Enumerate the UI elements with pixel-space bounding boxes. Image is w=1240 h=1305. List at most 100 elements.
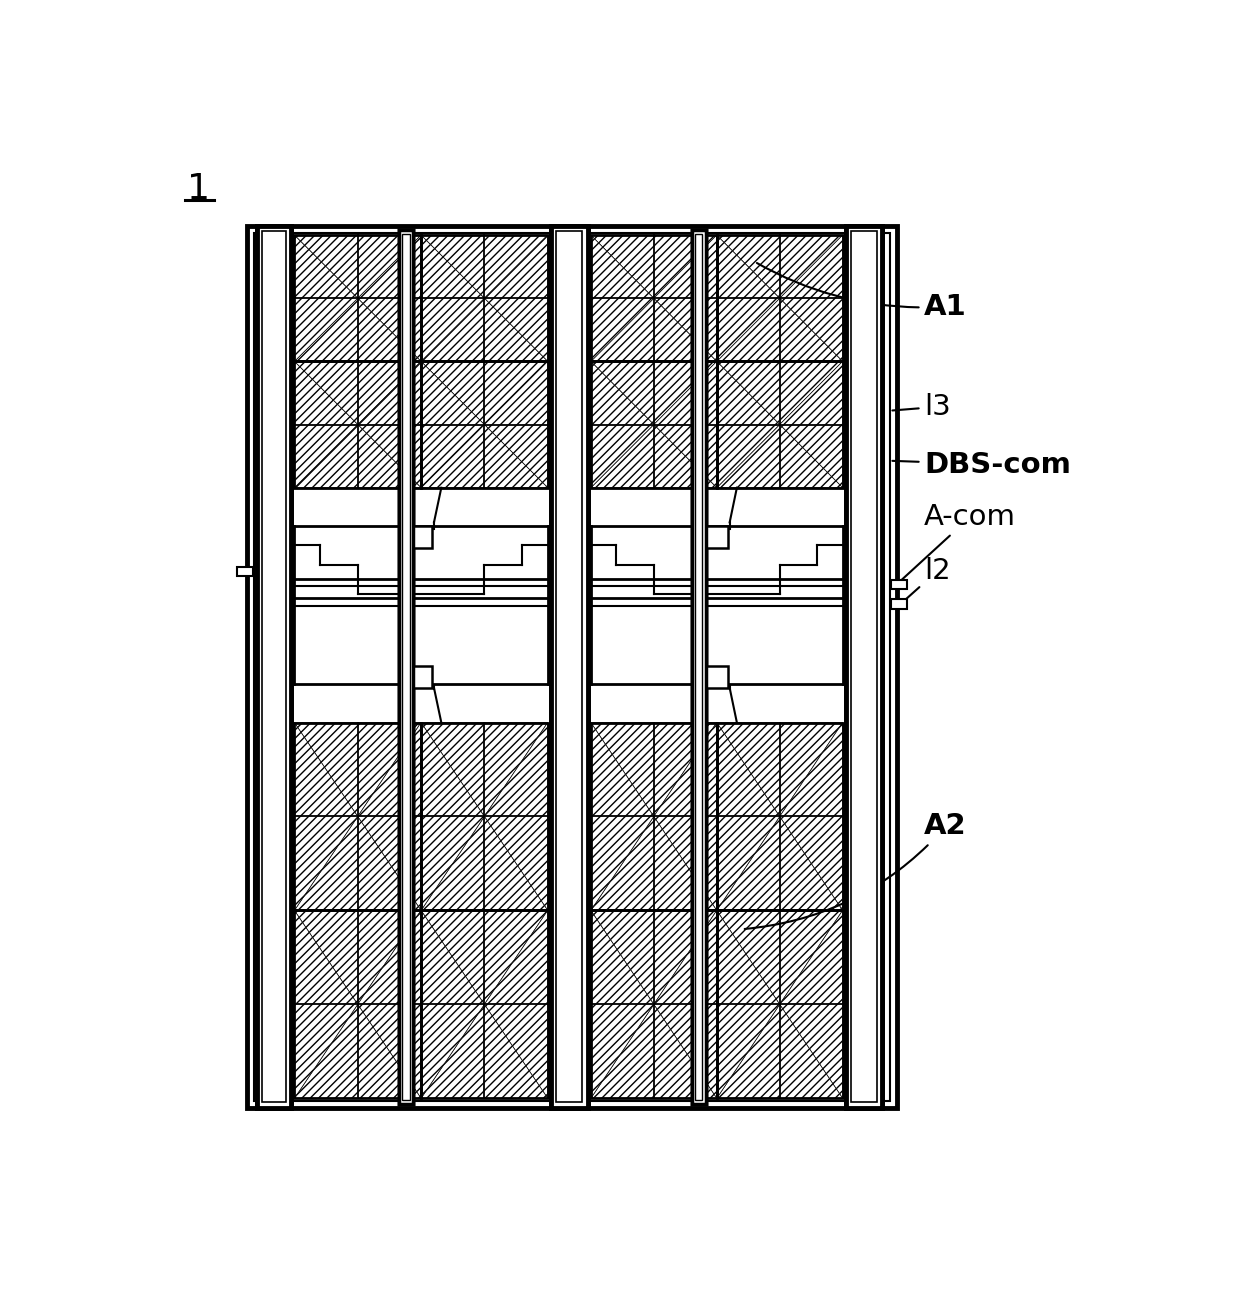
Bar (717, 361, 843, 488)
Polygon shape (717, 1005, 843, 1099)
Bar (717, 911, 843, 1099)
Polygon shape (294, 911, 357, 1099)
Polygon shape (780, 235, 843, 361)
Polygon shape (590, 361, 653, 488)
Polygon shape (590, 424, 717, 488)
Bar (692, 230, 706, 1104)
Bar (851, 231, 877, 1103)
Polygon shape (422, 361, 485, 488)
Polygon shape (485, 361, 548, 488)
Bar (402, 234, 410, 1100)
Polygon shape (294, 299, 422, 361)
Bar (590, 235, 717, 361)
Polygon shape (653, 361, 717, 488)
Polygon shape (294, 911, 422, 1005)
Polygon shape (422, 361, 548, 424)
Polygon shape (357, 723, 422, 911)
Polygon shape (717, 299, 843, 361)
Bar (551, 226, 588, 1108)
Bar (294, 235, 422, 361)
Polygon shape (422, 817, 548, 911)
Bar (253, 232, 890, 1100)
Bar (422, 361, 548, 488)
Polygon shape (422, 299, 548, 361)
Bar (851, 231, 877, 1103)
Polygon shape (422, 235, 485, 361)
Polygon shape (653, 235, 717, 361)
Bar (402, 234, 410, 1100)
Polygon shape (294, 723, 357, 911)
Polygon shape (294, 235, 357, 361)
Bar (237, 566, 253, 577)
Text: A2: A2 (745, 813, 967, 929)
Bar (422, 235, 548, 361)
Bar (247, 226, 898, 1108)
Polygon shape (780, 723, 843, 911)
Bar (262, 231, 286, 1103)
Polygon shape (717, 235, 843, 299)
Bar (422, 911, 548, 1099)
Bar (717, 723, 843, 911)
Bar (590, 361, 717, 488)
Polygon shape (590, 723, 717, 817)
Polygon shape (485, 911, 548, 1099)
Bar (706, 667, 728, 688)
Bar (557, 231, 583, 1103)
Polygon shape (590, 723, 653, 911)
Polygon shape (590, 817, 717, 911)
Polygon shape (422, 911, 485, 1099)
Polygon shape (485, 235, 548, 361)
Bar (402, 234, 410, 1100)
Polygon shape (590, 911, 653, 1099)
Polygon shape (294, 361, 357, 488)
Bar (717, 235, 843, 361)
Polygon shape (717, 723, 843, 817)
Bar (422, 723, 548, 911)
Bar (551, 226, 588, 1108)
Polygon shape (294, 424, 422, 488)
Bar (422, 723, 548, 911)
Bar (717, 361, 843, 488)
Bar (262, 231, 286, 1103)
Bar (590, 911, 717, 1099)
Text: 1: 1 (187, 172, 210, 206)
Polygon shape (590, 235, 717, 299)
Bar (892, 599, 906, 608)
Polygon shape (717, 361, 780, 488)
Bar (422, 911, 548, 1099)
Polygon shape (717, 424, 843, 488)
Bar (257, 226, 291, 1108)
Bar (590, 723, 717, 911)
Polygon shape (422, 723, 548, 817)
Bar (294, 723, 422, 911)
Polygon shape (590, 911, 717, 1005)
Polygon shape (717, 723, 780, 911)
Polygon shape (294, 235, 422, 299)
Bar (410, 526, 432, 548)
Polygon shape (717, 817, 843, 911)
Polygon shape (590, 235, 653, 361)
Polygon shape (294, 723, 422, 817)
Bar (694, 234, 703, 1100)
Bar (399, 230, 413, 1104)
Bar (557, 231, 583, 1103)
Polygon shape (653, 723, 717, 911)
Polygon shape (357, 235, 422, 361)
Bar (590, 723, 717, 911)
Polygon shape (717, 911, 780, 1099)
Bar (846, 226, 882, 1108)
Polygon shape (780, 361, 843, 488)
Bar (590, 361, 717, 488)
Bar (694, 234, 703, 1100)
Polygon shape (357, 361, 422, 488)
Bar (717, 911, 843, 1099)
Bar (422, 235, 548, 361)
Polygon shape (717, 235, 780, 361)
Polygon shape (357, 911, 422, 1099)
Bar (294, 723, 422, 911)
Polygon shape (590, 1005, 717, 1099)
Text: A1: A1 (756, 264, 967, 321)
Bar (846, 226, 882, 1108)
Polygon shape (590, 361, 717, 424)
Bar (892, 581, 906, 590)
